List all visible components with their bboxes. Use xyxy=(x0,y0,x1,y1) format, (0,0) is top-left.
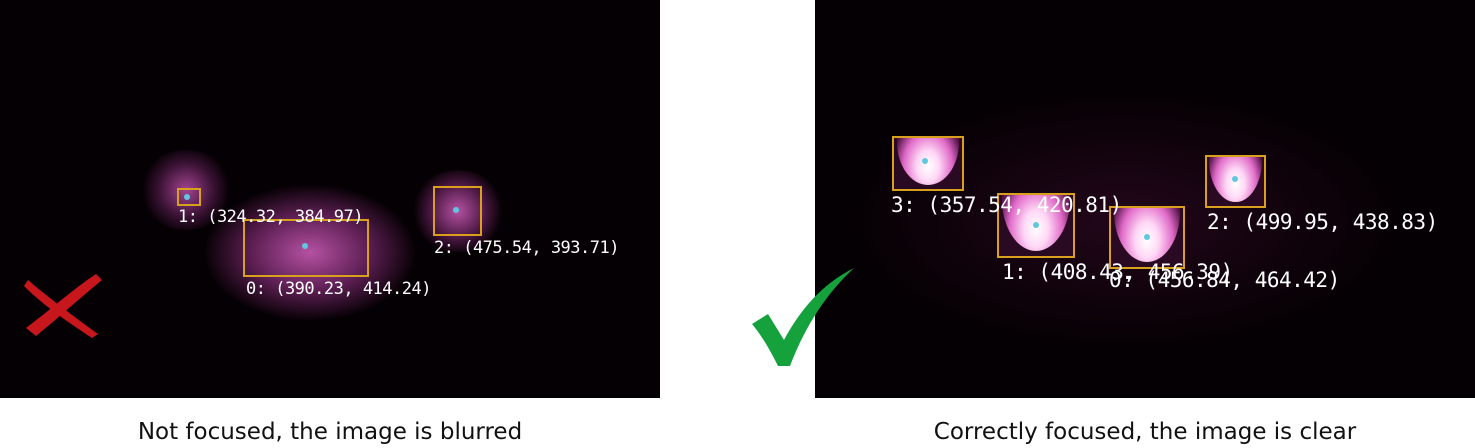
detection-box-1 xyxy=(997,193,1075,258)
detection-center-0 xyxy=(302,243,308,249)
detection-box-0 xyxy=(243,219,369,277)
detection-label-1: 1: (324.32, 384.97) xyxy=(178,207,363,227)
focused-camera-image: 3: (357.54, 420.81) 2: (499.95, 438.83) … xyxy=(815,0,1475,398)
detection-center-1 xyxy=(184,194,190,200)
caption-focused: Correctly focused, the image is clear xyxy=(933,419,1357,445)
detection-label-2: 2: (499.95, 438.83) xyxy=(1207,210,1438,234)
detection-label-1: 1: (408.43, 456.39) xyxy=(1002,260,1233,284)
detection-center-2 xyxy=(1232,176,1238,182)
detection-label-3: 3: (357.54, 420.81) xyxy=(891,193,1122,217)
detection-label-0: 0: (390.23, 414.24) xyxy=(246,279,431,299)
caption-blurred: Not focused, the image is blurred xyxy=(137,419,523,445)
detection-box-1 xyxy=(177,188,201,206)
detection-box-3 xyxy=(892,136,964,191)
detection-box-2 xyxy=(433,186,482,236)
light-blob-0 xyxy=(205,185,415,320)
detection-center-0 xyxy=(1144,234,1150,240)
detection-label-2: 2: (475.54, 393.71) xyxy=(434,238,619,258)
detection-center-2 xyxy=(453,207,459,213)
detection-center-1 xyxy=(1033,222,1039,228)
check-icon xyxy=(748,266,858,376)
detection-center-3 xyxy=(922,158,928,164)
detection-label-0: 0: (456.84, 464.42) xyxy=(1109,268,1340,292)
light-blob-1 xyxy=(140,150,232,230)
cross-icon xyxy=(22,270,104,344)
blurred-camera-image: 1: (324.32, 384.97) 0: (390.23, 414.24) … xyxy=(0,0,660,398)
